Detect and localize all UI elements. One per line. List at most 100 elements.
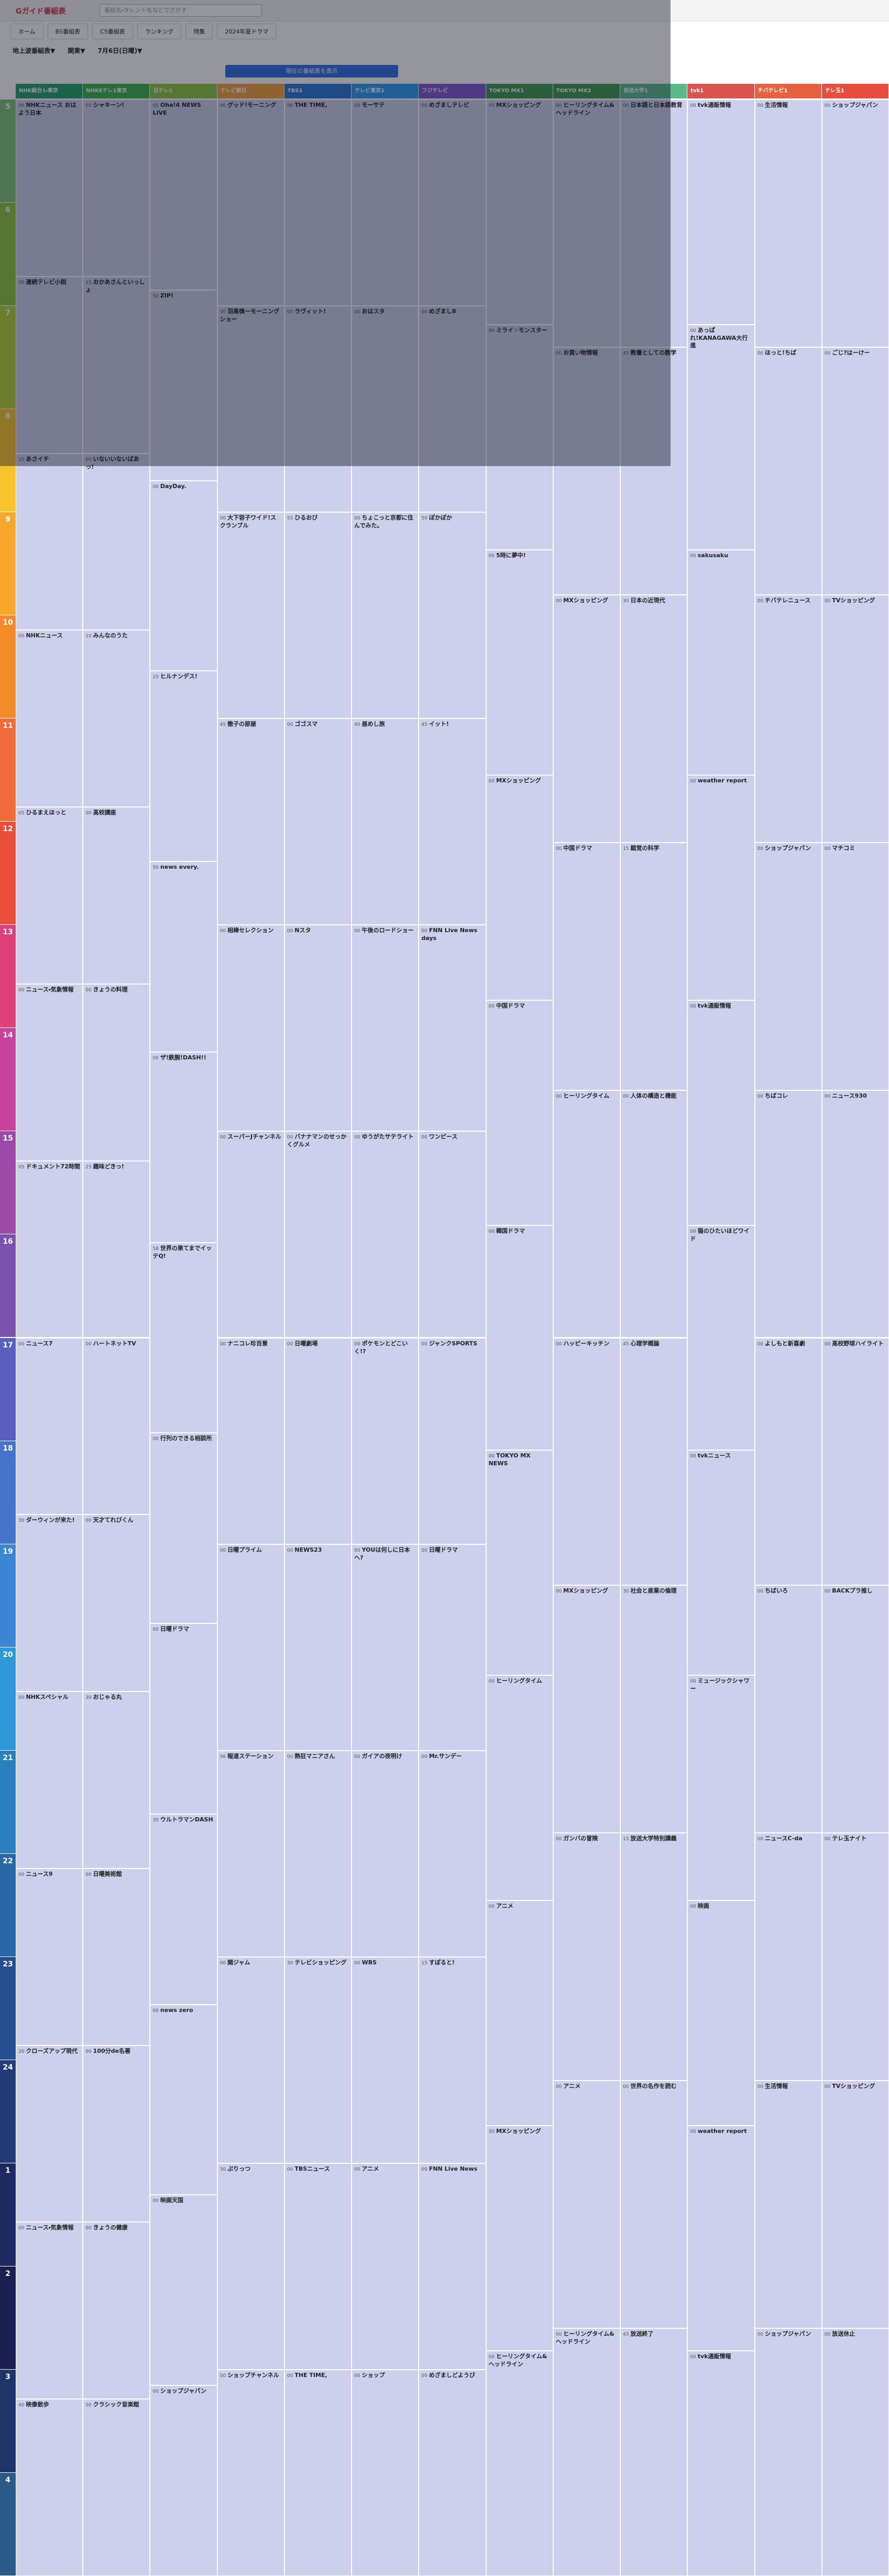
program-title[interactable]: ザ!鉄腕!DASH!! [160,1054,206,1061]
program-title[interactable]: 日曜美術館 [93,1870,122,1877]
program-title[interactable]: news every. [160,864,199,871]
program-cell[interactable]: 00 ほっと!ちば [754,347,822,595]
program-cell[interactable]: 00 生活情報 [754,99,822,347]
program-cell[interactable]: 00 BACKプラ推し [821,1585,889,1833]
program-cell[interactable]: 00 MXショッピング [553,594,621,843]
logo[interactable]: Gガイド番組表 [16,7,66,16]
program-cell[interactable]: 00 日曜美術館 [83,1868,150,2046]
program-cell[interactable]: 00 行列のできる相談所 [150,1433,217,1624]
date-select[interactable]: 7月6日(日曜)▼ [97,47,142,54]
program-title[interactable]: 高校野球ハイライト [832,1340,884,1347]
program-title[interactable]: ごじ?はーけー [832,349,870,356]
program-title[interactable]: チバテレニュース [764,596,811,604]
channel-name[interactable]: 日テレ1 [150,84,217,98]
program-cell[interactable]: 00 きょうの料理 [83,983,150,1161]
program-title[interactable]: Oha!4 NEWS LIVE [152,102,201,116]
program-title[interactable]: 社会と産業の倫理 [630,1587,677,1595]
program-title[interactable]: 日曜ドラマ [429,1546,458,1553]
program-cell[interactable]: 00 Mr.サンデー [419,1750,486,1957]
program-cell[interactable]: 30 ダーウィンが来た! [16,1514,83,1692]
program-cell[interactable]: 00 映画天国 [150,2195,217,2386]
program-cell[interactable]: 00 TBSニュース [284,2163,352,2370]
channel-name[interactable]: テレビ朝日 [217,84,284,98]
program-title[interactable]: 映画 [697,1903,709,1910]
program-cell[interactable]: 00 ガイアの夜明け [352,1750,419,1957]
program-cell[interactable]: 00 アニメ [352,2163,419,2370]
program-title[interactable]: めざまし8 [429,308,456,315]
program-cell[interactable]: 30 おじゃる丸 [83,1691,150,1869]
program-title[interactable]: ほっと!ちば [764,349,797,356]
program-cell[interactable]: 00 チバテレニュース [754,594,822,843]
program-title[interactable]: 100分de名著 [93,2047,130,2054]
program-title[interactable]: ガンバの冒険 [563,1835,598,1842]
program-title[interactable]: モーサテ [361,102,385,108]
program-title[interactable]: 錯覚の科学 [630,844,660,852]
program-title[interactable]: ヒーリングタイム&ヘッドライン [488,2353,547,2368]
program-title[interactable]: すぽると! [429,1959,455,1966]
program-title[interactable]: アニメ [361,2165,379,2172]
program-title[interactable]: ヒルナンデス! [160,673,197,680]
program-cell[interactable]: 00 マチコミ [821,842,889,1090]
program-title[interactable]: ワンピース [429,1133,458,1141]
program-title[interactable]: 関ジャム [227,1959,250,1966]
program-title[interactable]: MXショッピング [563,1587,608,1595]
program-cell[interactable]: 15 放送大学特別講義 [620,1833,688,2081]
program-cell[interactable]: 45 おはスタ [352,306,419,513]
program-cell[interactable]: 00 相棒セレクション [217,925,284,1132]
program-title[interactable]: おじゃる丸 [93,1694,122,1701]
program-title[interactable]: よしもと新喜劇 [764,1340,805,1347]
program-cell[interactable]: 00 テレ玉ナイト [821,1833,889,2081]
nav-button[interactable]: BS番組表 [47,24,89,39]
program-cell[interactable]: 00 ニュース7 [16,1337,83,1515]
program-title[interactable]: クローズアップ現代 [26,2047,78,2054]
program-title[interactable]: 日本の近現代 [630,596,665,604]
region-select[interactable]: 関東▼ [68,47,85,54]
program-title[interactable]: 猫のひたいほどワイド [690,1227,750,1242]
program-title[interactable]: 中国ドラマ [563,844,592,852]
program-title[interactable]: ヒーリングタイム&ヘッドライン [555,2330,614,2346]
program-title[interactable]: 日曜ドラマ [160,1626,189,1633]
program-cell[interactable]: 25 ヒルナンデス! [150,671,217,862]
program-cell[interactable]: 00 ザ!鉄腕!DASH!! [150,1052,217,1243]
program-cell[interactable]: 00 YOUは何しに日本へ? [352,1544,419,1751]
program-title[interactable]: NHKニュース [26,632,63,639]
program-cell[interactable]: 00 ちばコレ [754,1090,822,1338]
program-title[interactable]: あさイチ [26,455,49,462]
program-cell[interactable]: 00 TVショッピング [821,594,889,843]
program-cell[interactable]: 00 tvk通販情報 [687,1000,755,1225]
program-cell[interactable]: 00 ポケモンとどこいく!? [352,1337,419,1544]
program-title[interactable]: 教養としての数学 [630,349,677,356]
program-title[interactable]: ナニコレ珍百景 [227,1340,268,1347]
program-title[interactable]: NHKニュース おはよう日本 [18,102,76,116]
program-cell[interactable]: 05 ドキュメント72時間 [16,1160,83,1338]
program-title[interactable]: ウルトラマンDASH [160,1816,213,1823]
program-cell[interactable]: 00 MXショッピング [486,775,553,1000]
program-title[interactable]: ヒーリングタイム&ヘッドライン [555,102,614,116]
program-cell[interactable]: 00 クラシック音楽館 [83,2399,150,2576]
program-title[interactable]: ダーウィンが来た! [26,1517,75,1524]
program-cell[interactable]: 00 日曜ドラマ [419,1544,486,1751]
program-title[interactable]: ニュースC-da [764,1835,803,1842]
program-cell[interactable]: 00 グッド!モーニング [217,99,284,306]
program-title[interactable]: 放送大学特別講義 [630,1835,677,1842]
program-cell[interactable]: 00 スーパーJチャンネル [217,1131,284,1338]
program-title[interactable]: TBSニュース [294,2165,330,2172]
channel-name[interactable]: TBS1 [284,84,352,98]
program-cell[interactable]: 00 ハッピーキッチン [553,1337,621,1586]
program-cell[interactable]: 00 午後のロードショー [352,925,419,1132]
program-title[interactable]: 放送終了 [630,2330,654,2338]
program-title[interactable]: 中国ドラマ [496,1002,525,1009]
program-cell[interactable]: 00 ジャンクSPORTS [419,1337,486,1544]
program-cell[interactable]: 00 韓国ドラマ [486,1225,553,1451]
nav-button[interactable]: 特集 [185,24,213,39]
channel-name[interactable]: 放送大学1 [620,84,688,98]
program-title[interactable]: 昼めし旅 [361,721,385,728]
program-cell[interactable]: 00 熱狂マニアさん [284,1750,352,1957]
program-title[interactable]: Nスタ [294,927,311,934]
program-cell[interactable]: 00 高校講座 [83,807,150,984]
program-cell[interactable]: 15 すぽると! [419,1956,486,2163]
program-title[interactable]: シャキーン! [93,102,125,108]
program-cell[interactable]: 00 きょうの健康 [83,2222,150,2400]
program-cell[interactable]: 00 ゆうがたサテライト [352,1131,419,1338]
program-cell[interactable]: 00 よしもと新喜劇 [754,1337,822,1586]
